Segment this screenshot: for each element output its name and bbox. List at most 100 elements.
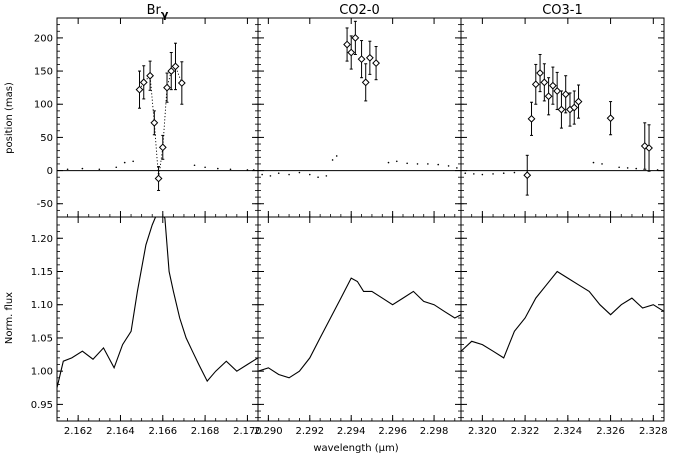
panels-group: -50 0 50 100 150 200 0.95 1.00 1.05 1.10 1.15 1.20 2… — [31, 17, 668, 437]
background-dot — [427, 163, 429, 165]
position-panel-1 — [257, 17, 462, 218]
background-dot — [261, 173, 263, 176]
data-point-diamond — [171, 62, 180, 71]
background-dot — [132, 160, 134, 163]
data-point-diamond — [574, 97, 583, 106]
data-point-diamond — [347, 48, 356, 57]
position-panel-frame-2 — [460, 17, 665, 218]
x-tick-label: 2.298 — [420, 426, 449, 437]
data-point-diamond — [146, 71, 155, 80]
x-tick-label: 2.164 — [106, 426, 135, 437]
flux-panel-0: 0.95 1.00 1.05 1.10 1.15 1.20 2.162 2.164 2.166 2… — [31, 216, 262, 437]
data-point-diamond — [139, 78, 148, 87]
data-point-diamond — [167, 67, 176, 75]
y-tick-label: 1.05 — [31, 333, 53, 344]
y-tick-label: -50 — [37, 199, 53, 210]
column-title-0: Brγ — [147, 3, 169, 21]
x-tick-label: 2.290 — [254, 426, 283, 437]
data-point-diamond — [544, 92, 553, 101]
background-dot — [447, 165, 450, 167]
flux-panel-frame-0 — [56, 216, 259, 422]
data-point-diamond — [540, 78, 549, 87]
data-point-diamond — [527, 114, 536, 123]
dotted-connect-line-0 — [139, 65, 183, 179]
data-point-diamond — [561, 90, 570, 99]
data-point-diamond — [343, 40, 351, 49]
data-point-diamond — [553, 87, 562, 95]
data-point-diamond — [158, 143, 167, 152]
background-dot — [635, 167, 638, 170]
data-point-diamond — [557, 105, 566, 114]
y-tick-label: 1.15 — [31, 267, 53, 278]
x-axis-title: wavelength (μm) — [313, 443, 398, 454]
position-plot-area-0 — [57, 42, 258, 191]
y-tick-label: 150 — [34, 67, 53, 78]
x-tick-label: 2.328 — [639, 426, 668, 437]
data-point-diamond — [536, 69, 544, 77]
background-dot — [395, 160, 398, 163]
background-dot — [193, 164, 196, 167]
flux-panel-1: 2.290 2.292 2.294 2.296 2.298 — [254, 216, 462, 437]
background-dot — [98, 168, 101, 171]
background-dot — [387, 161, 390, 164]
flux-plot-area-2 — [461, 270, 664, 359]
flux-panel-2: 2.320 2.322 2.324 2.326 2.328 — [460, 216, 668, 437]
background-dot — [618, 166, 620, 169]
data-point-diamond — [365, 53, 374, 62]
column-title-1: CO2-0 — [339, 3, 380, 18]
x-tick-label: 2.322 — [511, 426, 540, 437]
position-panel-frame-0 — [56, 17, 259, 218]
background-dot — [464, 172, 467, 175]
column-title-sub-0: γ — [161, 8, 169, 21]
background-dot — [288, 173, 290, 176]
data-point-diamond — [645, 144, 653, 152]
x-tick-label: 2.326 — [596, 426, 625, 437]
x-tick-label: 2.168 — [191, 426, 220, 437]
flux-plot-area-1 — [258, 277, 461, 379]
data-point-diamond — [361, 78, 370, 87]
flux-spectrum-line-1 — [258, 277, 461, 379]
y-tick-label: 1.10 — [31, 300, 53, 311]
background-dot — [513, 171, 516, 174]
position-plot-area-1 — [258, 20, 461, 178]
background-dot — [601, 163, 603, 165]
x-tick-label: 2.296 — [378, 426, 407, 437]
background-dot — [204, 166, 206, 169]
background-dot — [456, 167, 458, 169]
position-y-axis-title: position (mas) — [4, 82, 15, 154]
background-dot — [331, 159, 334, 161]
flux-spectrum-line-0 — [57, 217, 258, 388]
y-tick-label: 100 — [34, 100, 53, 111]
y-tick-label: 0 — [47, 166, 53, 177]
background-dot — [325, 175, 328, 177]
data-point-diamond — [357, 55, 366, 64]
background-dot — [298, 171, 301, 174]
background-dot — [217, 167, 219, 170]
data-point-diamond — [606, 114, 615, 123]
background-dot — [115, 166, 118, 169]
y-tick-label: 50 — [40, 133, 53, 144]
position-panel-frame-1 — [257, 17, 462, 218]
x-tick-label: 2.292 — [295, 426, 324, 437]
y-tick-label: 1.20 — [31, 234, 53, 245]
x-tick-label: 2.170 — [233, 426, 262, 437]
data-point-diamond — [531, 80, 540, 89]
background-dot — [502, 172, 505, 175]
background-dot — [81, 167, 84, 170]
background-dot — [406, 162, 408, 165]
data-point-diamond — [548, 81, 557, 90]
background-dot — [492, 173, 494, 175]
background-dot — [626, 167, 629, 169]
background-dot — [656, 169, 659, 171]
data-point-diamond — [372, 59, 380, 68]
data-point-diamond — [135, 85, 144, 94]
background-dot — [308, 173, 311, 176]
background-dot — [246, 169, 249, 171]
background-dot — [317, 176, 319, 178]
data-point-diamond — [351, 33, 360, 42]
data-point-diamond — [177, 79, 186, 87]
column-title-2: CO3-1 — [542, 3, 583, 18]
background-dot — [277, 172, 280, 175]
x-tick-label: 2.162 — [64, 426, 93, 437]
